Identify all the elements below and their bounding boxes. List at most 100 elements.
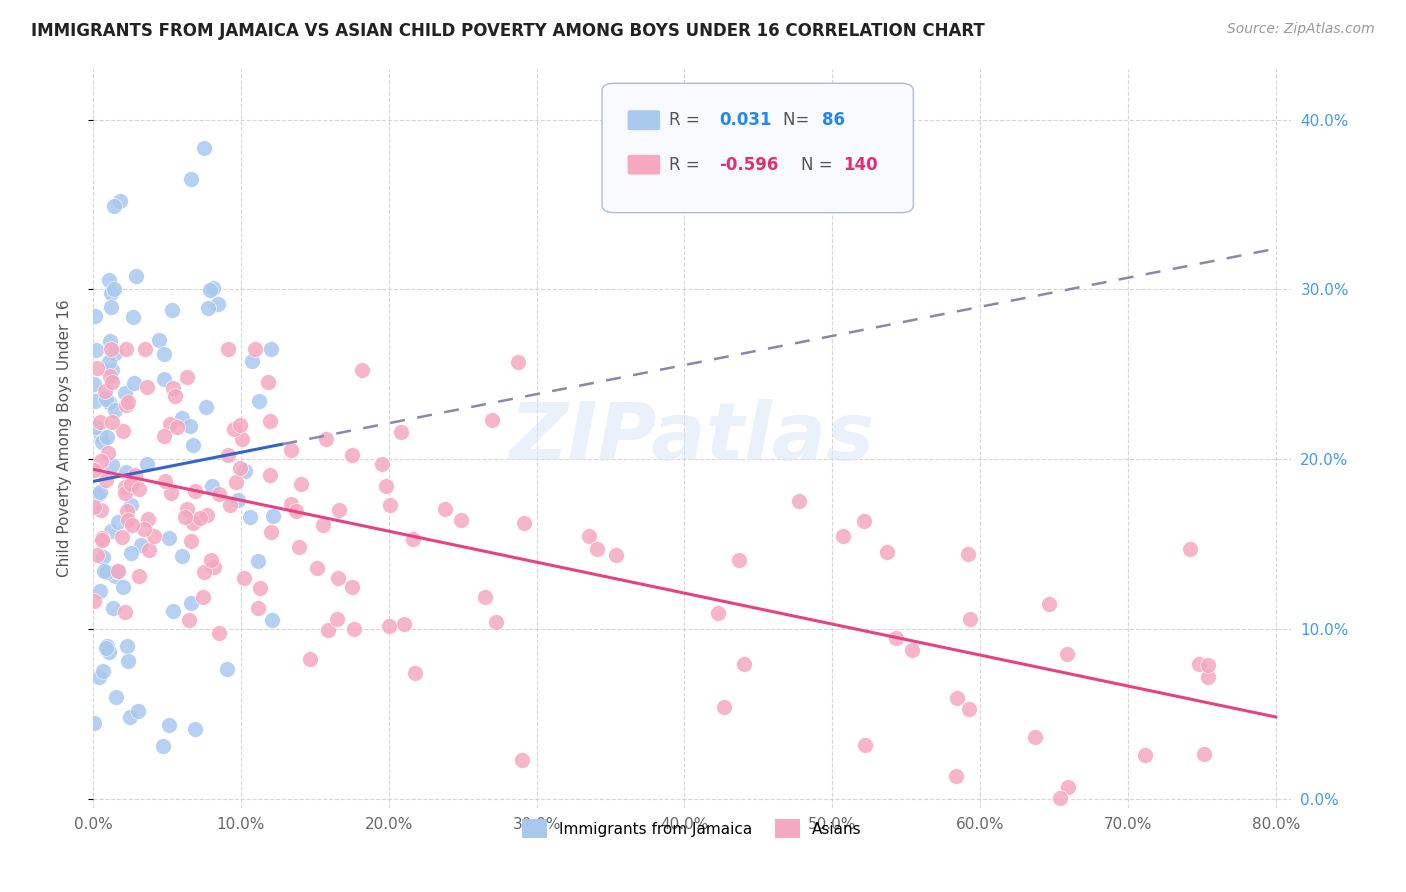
Point <box>135 380 157 394</box>
Point <box>114 386 136 401</box>
Point <box>404 666 426 681</box>
Point <box>128 569 150 583</box>
Point <box>100 524 122 538</box>
Point <box>117 654 139 668</box>
Point <box>170 411 193 425</box>
Point <box>100 301 122 315</box>
Point <box>217 342 239 356</box>
Point <box>733 657 755 671</box>
Point <box>121 517 143 532</box>
Point <box>219 498 242 512</box>
Point <box>195 508 218 523</box>
Point <box>193 565 215 579</box>
Point <box>342 449 364 463</box>
Point <box>371 457 394 471</box>
Point <box>104 403 127 417</box>
Point <box>97 355 120 369</box>
Point <box>138 542 160 557</box>
Point <box>160 485 183 500</box>
Point <box>153 372 176 386</box>
Point <box>1057 780 1080 795</box>
Point <box>298 652 321 666</box>
Point <box>108 194 131 208</box>
Point <box>86 548 108 562</box>
Point <box>290 476 312 491</box>
Point <box>513 516 536 530</box>
Point <box>114 480 136 494</box>
FancyBboxPatch shape <box>627 154 661 175</box>
Point <box>104 690 127 704</box>
Point <box>202 281 225 295</box>
Point <box>157 532 180 546</box>
Point <box>90 429 112 443</box>
Point <box>153 346 176 360</box>
Point <box>159 417 181 431</box>
Point <box>328 503 350 517</box>
Point <box>831 529 853 543</box>
Point <box>202 560 225 574</box>
Point <box>94 384 117 398</box>
Point <box>280 443 302 458</box>
Point <box>127 704 149 718</box>
Point <box>115 398 138 412</box>
Point <box>163 389 186 403</box>
Point <box>83 500 105 514</box>
Point <box>605 548 627 562</box>
Point <box>180 533 202 548</box>
Point <box>377 619 399 633</box>
Point <box>200 479 222 493</box>
Point <box>217 448 239 462</box>
Point <box>98 645 121 659</box>
Point <box>100 342 122 356</box>
Point <box>111 580 134 594</box>
Point <box>91 550 114 565</box>
Point <box>229 461 252 475</box>
Point <box>114 605 136 619</box>
Point <box>155 475 177 489</box>
Point <box>104 569 127 583</box>
FancyBboxPatch shape <box>602 83 914 212</box>
Point <box>136 512 159 526</box>
Point <box>485 615 508 630</box>
Point <box>176 502 198 516</box>
Point <box>89 485 111 500</box>
Point <box>280 498 302 512</box>
Point <box>245 342 267 356</box>
Point <box>100 458 122 472</box>
Text: -0.596: -0.596 <box>720 155 779 174</box>
Point <box>83 376 105 391</box>
Point <box>91 434 114 449</box>
Point <box>184 483 207 498</box>
Point <box>97 446 120 460</box>
Point <box>226 493 249 508</box>
Point <box>103 199 125 213</box>
Point <box>225 475 247 489</box>
Point <box>107 516 129 530</box>
Point <box>578 529 600 543</box>
Point <box>96 430 118 444</box>
Point <box>474 590 496 604</box>
Point <box>90 454 112 468</box>
Point <box>1178 542 1201 557</box>
Point <box>83 463 105 477</box>
Point <box>115 504 138 518</box>
Point <box>208 626 231 640</box>
Point <box>586 541 609 556</box>
Point <box>262 508 284 523</box>
Point <box>945 769 967 783</box>
Point <box>222 422 245 436</box>
Point <box>181 438 204 452</box>
Point <box>259 414 281 428</box>
Point <box>481 412 503 426</box>
Point <box>153 428 176 442</box>
Point <box>132 522 155 536</box>
Point <box>316 624 339 638</box>
Point <box>180 596 202 610</box>
Point <box>180 171 202 186</box>
Point <box>231 432 253 446</box>
Point <box>105 564 128 578</box>
Point <box>1024 731 1046 745</box>
Point <box>101 362 124 376</box>
Point <box>193 141 215 155</box>
Point <box>262 614 284 628</box>
